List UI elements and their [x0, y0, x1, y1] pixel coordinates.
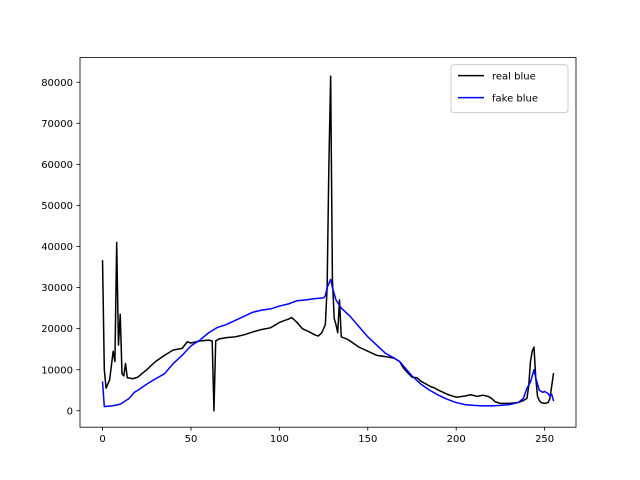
y-tick-label: 0 — [67, 406, 73, 417]
series-line-fake-blue — [101, 278, 555, 408]
legend-box — [450, 64, 569, 114]
y-tick-label: 20000 — [41, 324, 73, 335]
x-tick-label: 100 — [270, 434, 289, 445]
y-tick-label: 60000 — [41, 160, 73, 171]
y-tick-label: 10000 — [41, 365, 73, 376]
x-tick-label: 200 — [447, 434, 466, 445]
y-tick-label: 30000 — [41, 283, 73, 294]
x-tick-label: 0 — [99, 434, 105, 445]
legend-label: real blue — [492, 72, 536, 83]
x-tick-label: 250 — [535, 434, 554, 445]
y-axis-ticks: 0 10000 20000 30000 40000 50000 60000 70000 8000… — [41, 78, 80, 417]
y-tick-label: 50000 — [41, 201, 73, 212]
x-axis-ticks: 0 50 100 150 200 250 — [99, 427, 554, 445]
series-line-real-blue — [101, 75, 555, 412]
y-tick-label: 70000 — [41, 119, 73, 130]
legend: real blue fake blue — [450, 64, 569, 114]
legend-label: fake blue — [492, 94, 538, 105]
y-tick-label: 80000 — [41, 78, 73, 89]
series-layer — [101, 75, 555, 412]
axes-frame — [79, 57, 577, 428]
x-tick-label: 50 — [185, 434, 198, 445]
y-tick-label: 40000 — [41, 242, 73, 253]
x-tick-label: 150 — [358, 434, 377, 445]
